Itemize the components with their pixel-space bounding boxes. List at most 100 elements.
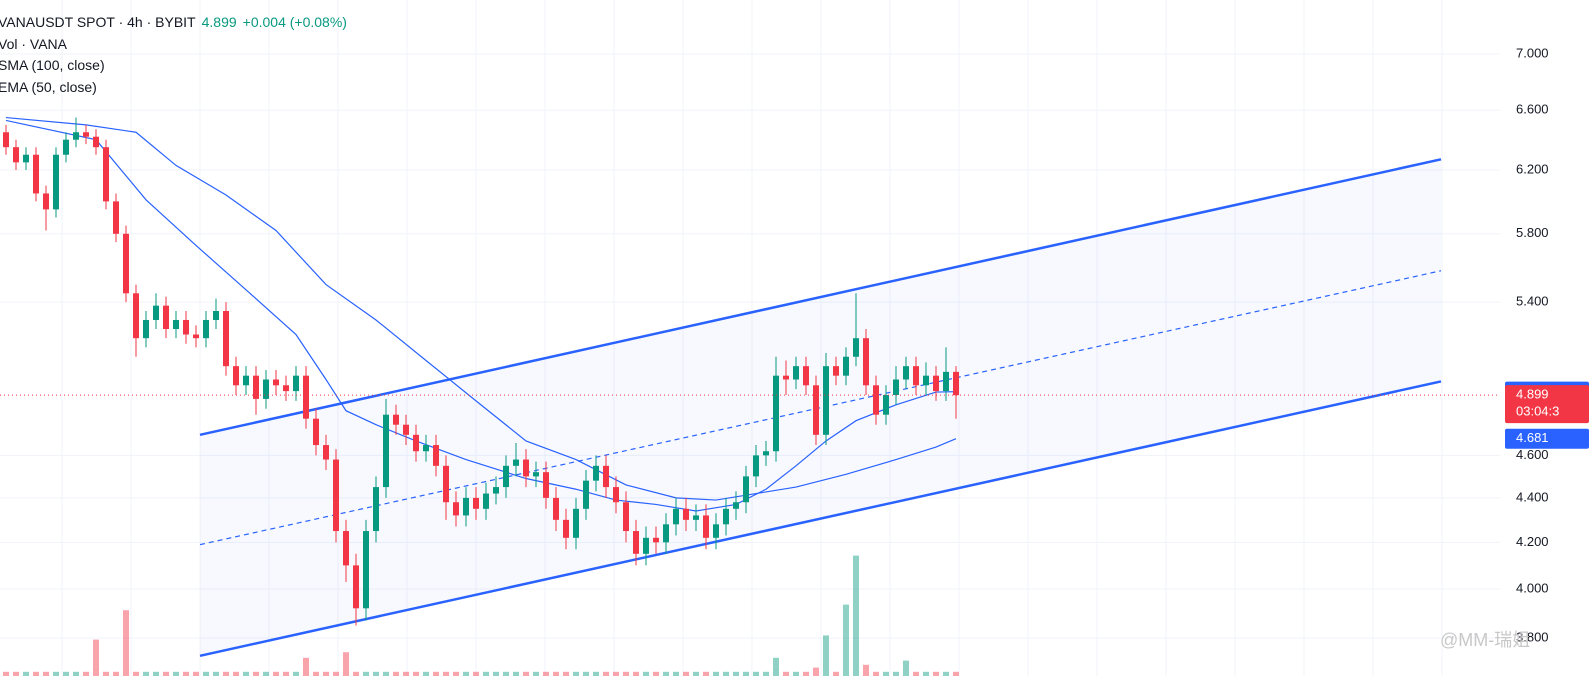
volume-bar (713, 671, 719, 676)
candle-body (463, 497, 469, 516)
price-label-box (1505, 385, 1589, 424)
y-tick-label: 5.800 (1516, 225, 1549, 240)
volume-bar (343, 652, 349, 676)
volume-bar (483, 671, 489, 676)
volume-bar (823, 635, 829, 676)
header: VANAUSDT SPOT · 4h · BYBIT 4.899 +0.004 (+… (0, 12, 347, 34)
candle-body (533, 472, 539, 477)
ma-line (5, 116, 957, 501)
candle-body (503, 465, 509, 488)
volume-bar (123, 610, 129, 676)
volume-bar (83, 671, 89, 676)
volume-bar (323, 671, 329, 676)
candle-body (213, 310, 219, 320)
candle-body (493, 487, 499, 494)
candle-body (663, 524, 669, 543)
candle-body (443, 465, 449, 503)
candle-body (73, 132, 79, 140)
volume-bar (423, 671, 429, 676)
volume-bar (873, 671, 879, 676)
volume-bar (533, 671, 539, 676)
volume-bar (443, 671, 449, 676)
y-tick-label: 5.400 (1516, 294, 1549, 309)
volume-bar (53, 671, 59, 676)
volume-bar (33, 671, 39, 676)
volume-bar (773, 657, 779, 676)
candle-body (13, 147, 19, 163)
y-tick-label: 3.800 (1516, 629, 1549, 644)
candle-body (283, 385, 289, 392)
volume-bar (23, 671, 29, 676)
channel-upper (199, 158, 1442, 437)
ma-line (5, 119, 957, 512)
candle-body (833, 366, 839, 376)
candle-body (643, 537, 649, 554)
legend-entry: SMA (100, close) (0, 57, 105, 73)
candle-body (543, 472, 549, 498)
volume-bar (743, 671, 749, 676)
candle-body (893, 379, 899, 395)
legend: VANAUSDT SPOT · 4h · BYBIT 4.899 +0.004 (+… (0, 12, 347, 98)
candle-body (193, 334, 199, 339)
volume-bar (603, 671, 609, 676)
y-tick-label: 4.200 (1516, 534, 1549, 549)
candle-body (823, 366, 829, 435)
candle-body (593, 465, 599, 481)
candle-body (773, 375, 779, 452)
candle-body (783, 375, 789, 380)
candle-body (683, 508, 689, 520)
volume-bar (173, 671, 179, 676)
candle-body (873, 385, 879, 415)
candle-body (3, 132, 9, 148)
volume-bar (383, 671, 389, 676)
candle-body (153, 305, 159, 320)
candle-body (583, 480, 589, 509)
candle-body (673, 508, 679, 525)
volume-bar (403, 671, 409, 676)
volume-bar (853, 555, 859, 676)
candle-body (113, 201, 119, 234)
volume-bar (163, 671, 169, 676)
candle-body (943, 371, 949, 392)
candle-body (393, 414, 399, 425)
y-tick-label: 4.000 (1516, 580, 1549, 595)
volume-bar (413, 671, 419, 676)
candle-body (613, 487, 619, 503)
volume-bar (243, 671, 249, 676)
volume-bar (913, 671, 919, 676)
symbol-title: VANAUSDT SPOT · 4h · BYBIT (0, 14, 196, 30)
candle-body (173, 319, 179, 330)
volume-bar (903, 660, 909, 676)
candle-body (253, 375, 259, 399)
candle-body (183, 319, 189, 335)
volume-bar (453, 671, 459, 676)
candle-body (103, 147, 109, 202)
candle-body (553, 497, 559, 520)
candle-body (363, 531, 369, 609)
candle-body (353, 565, 359, 609)
candle-body (343, 531, 349, 566)
volume-bar (463, 671, 469, 676)
volume-bar (753, 671, 759, 676)
volume-bar (433, 671, 439, 676)
volume-bar (803, 671, 809, 676)
volume-bar (193, 671, 199, 676)
candle-body (743, 476, 749, 503)
y-tick-label: 4.400 (1516, 489, 1549, 504)
volume-bar (843, 604, 849, 676)
candle-body (473, 497, 479, 509)
volume-bar (863, 664, 869, 676)
candle-body (923, 375, 929, 386)
candle-body (403, 424, 409, 435)
candle-body (333, 459, 339, 532)
legend-entry: EMA (50, close) (0, 78, 97, 95)
volume-bar (283, 671, 289, 676)
volume-bar (793, 671, 799, 676)
candle-body (633, 531, 639, 554)
volume-bar (813, 667, 819, 676)
volume-bar (273, 671, 279, 676)
y-tick-label: 6.200 (1516, 161, 1549, 176)
volume-bar (733, 671, 739, 676)
y-tick-label: 4.600 (1516, 447, 1549, 462)
